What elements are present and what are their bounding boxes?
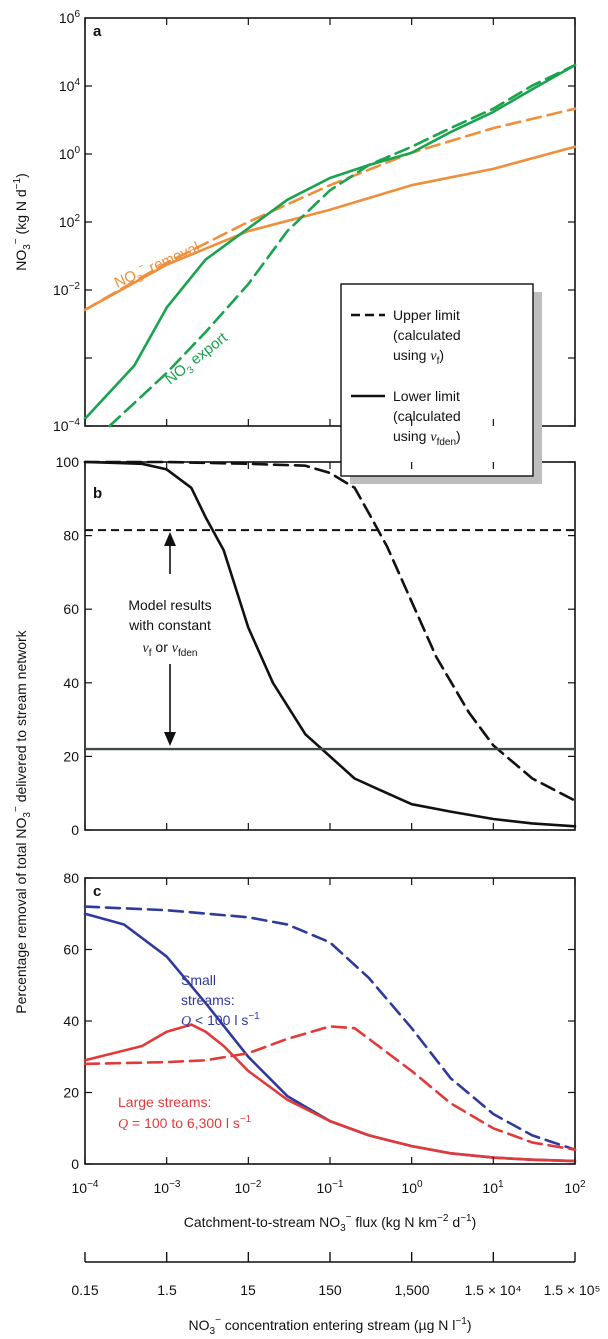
panel-c-letter: c: [93, 883, 101, 900]
shared-ylabel: Percentage removal of total NO3− deliver…: [11, 629, 33, 1013]
annotation-model-3: vf or vfden: [143, 639, 198, 659]
panel-bc-yticks: 0 20 40 60 80 100 0 20 40 60 80: [56, 454, 575, 1172]
panel-c-series-1: [83, 905, 577, 1151]
xtick-3: 10−1: [317, 1179, 344, 1196]
panel-b-ytick-label-2: 40: [63, 675, 79, 691]
panel-b-ytick-label-1: 20: [63, 748, 79, 764]
annotation-small-streams: Small streams: Q < 100 l s−1: [181, 972, 260, 1029]
legend-upper-3: using vf): [393, 347, 444, 367]
conc-tick-3: 150: [318, 1282, 342, 1298]
concentration-ticks: [84, 1252, 576, 1262]
panel-a-yticks-upper: 102 104 106: [59, 9, 81, 230]
x-axis-title-main: Catchment-to-stream NO3− flux (kg N km−2…: [184, 1212, 477, 1234]
conc-tick-5: 1.5 × 10⁴: [464, 1282, 521, 1298]
xtick-2: 10−2: [235, 1179, 262, 1196]
conc-tick-2: 15: [240, 1282, 256, 1298]
conc-tick-6: 1.5 × 10⁵: [544, 1282, 601, 1298]
panel-b-ytick-label-3: 60: [63, 601, 79, 617]
concentration-tick-labels: 0.15 1.5 15 150 1,500 1.5 × 10⁴ 1.5 × 10…: [71, 1282, 600, 1298]
annotation-no3-removal: NO3− removal: [111, 237, 203, 294]
xtick-1: 10−3: [154, 1179, 181, 1196]
panel-a-series-0: [83, 145, 577, 312]
xtick-5: 101: [482, 1179, 504, 1196]
panel-a-yticks: 10−4 10−2 100: [53, 145, 80, 434]
series-layer: [83, 63, 577, 1163]
legend-lower-1: Lower limit: [393, 388, 460, 404]
legend-upper-1: Upper limit: [393, 307, 460, 323]
panel-a-series-3: [108, 63, 577, 428]
panel-c-series-2: [83, 1023, 577, 1163]
x-axis-title-concentration: NO3− concentration entering stream (µg N…: [189, 1315, 472, 1337]
xtick-4: 100: [401, 1179, 423, 1196]
conc-tick-4: 1,500: [394, 1282, 429, 1298]
panel-a-series-1: [83, 107, 577, 312]
x-tick-lines: [84, 18, 576, 1164]
panel-c-ytick-label-4: 80: [63, 870, 79, 886]
legend-lower-2: (calculated: [393, 408, 461, 424]
panel-a-ytick-1: 10−2: [53, 281, 80, 298]
panel-b-annotation: Model results with constant vf or vfden: [128, 532, 212, 746]
small-streams-3: Q < 100 l s−1: [181, 1011, 260, 1029]
conc-tick-0: 0.15: [71, 1282, 98, 1298]
xtick-0: 10−4: [72, 1179, 99, 1196]
panel-c-ytick-label-2: 40: [63, 1013, 79, 1029]
xtick-6: 102: [564, 1179, 586, 1196]
large-streams-2: Q = 100 to 6,300 l s−1: [118, 1114, 252, 1132]
conc-tick-1: 1.5: [157, 1282, 177, 1298]
small-streams-2: streams:: [181, 992, 235, 1008]
panel-a-ytick-5: 104: [59, 77, 81, 94]
panel-a-ytick-2: 100: [59, 145, 81, 162]
panel-a-ytick-lines: [85, 85, 575, 427]
panel-a-letter: a: [93, 23, 102, 40]
panel-c-ytick-label-0: 0: [71, 1156, 79, 1172]
panel-a-ytick-0: 10−4: [53, 417, 80, 434]
annotation-large-streams: Large streams: Q = 100 to 6,300 l s−1: [118, 1094, 252, 1132]
panel-c-ytick-label-3: 60: [63, 942, 79, 958]
panel-a-ytick-4: 102: [59, 213, 81, 230]
annotation-no3-export: NO3 export: [162, 329, 233, 391]
panel-b-ytick-label-5: 100: [56, 454, 80, 470]
panel-a-ytick-6: 106: [59, 9, 81, 26]
panel-c-ytick-label-1: 20: [63, 1085, 79, 1101]
x-ticks-c: 10−4 10−3 10−2 10−1 100 101 102: [72, 1179, 587, 1196]
panel-a-series-2: [83, 63, 577, 421]
large-streams-1: Large streams:: [118, 1094, 211, 1110]
panel-b-series-1: [83, 460, 577, 828]
annotation-model-2: with constant: [128, 617, 211, 633]
panel-a-ylabel: NO3− (kg N d−1): [11, 173, 33, 271]
small-streams-1: Small: [181, 972, 216, 988]
legend-upper-2: (calculated: [393, 327, 461, 343]
annotation-model-1: Model results: [128, 597, 211, 613]
panel-c-series-3: [83, 1025, 577, 1151]
panel-b-letter: b: [93, 485, 102, 502]
panel-b-ytick-label-0: 0: [71, 822, 79, 838]
panel-b-ytick-label-4: 80: [63, 528, 79, 544]
legend: Upper limit (calculated using vf) Lower …: [340, 283, 542, 484]
